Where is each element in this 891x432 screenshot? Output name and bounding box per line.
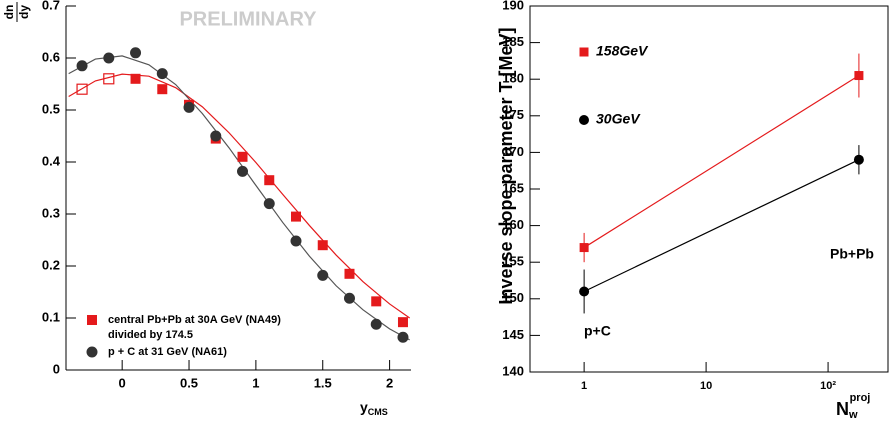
y-tick-label: 155: [502, 254, 524, 269]
annotation: p+C: [584, 323, 611, 339]
text-part: N: [836, 399, 849, 419]
legend-marker: [87, 315, 97, 325]
marker: [290, 235, 302, 247]
marker: [397, 331, 409, 343]
marker: [263, 198, 275, 210]
fit-curve: [68, 73, 411, 319]
text-part: w: [848, 409, 858, 421]
marker: [76, 83, 88, 95]
y-tick-label: 0.2: [42, 257, 60, 272]
y-tick-label: 165: [502, 180, 524, 195]
x-tick-label: 1: [252, 375, 259, 390]
y-label-den: dy: [17, 5, 31, 19]
y-tick-label: 0.3: [42, 205, 60, 220]
x-tick-label: 2: [386, 375, 393, 390]
legend-label: p + C at 31 GeV (NA61): [108, 346, 227, 358]
watermark: PRELIMINARY: [179, 8, 317, 30]
marker: [343, 292, 355, 304]
marker: [237, 151, 248, 162]
marker: [371, 296, 382, 307]
y-tick-label: 145: [502, 327, 524, 342]
y-tick-label: 185: [502, 34, 524, 49]
text-part: proj: [850, 392, 871, 404]
y-tick-label: 150: [502, 290, 524, 305]
y-tick-label: 190: [502, 0, 524, 12]
y-tick-label: 0.4: [42, 153, 61, 168]
marker: [370, 318, 382, 330]
line: [583, 159, 860, 293]
marker: [854, 71, 864, 81]
marker: [344, 268, 355, 279]
marker: [264, 175, 275, 186]
marker: [317, 240, 328, 251]
y-tick-label: 0.5: [42, 101, 60, 116]
text-part: y: [360, 399, 368, 415]
marker: [130, 47, 142, 59]
legend-marker: [86, 346, 98, 358]
y-tick-label: 0.7: [42, 0, 60, 12]
x-label: Nw proj: [836, 392, 870, 421]
x-tick-label: 10: [700, 380, 712, 392]
plot-frame: [529, 5, 889, 373]
annotation: Pb+Pb: [830, 246, 874, 262]
x-tick-label: 1.5: [314, 375, 332, 390]
marker: [103, 73, 115, 85]
marker: [103, 52, 115, 64]
y-label-num: dn: [2, 5, 16, 20]
marker: [183, 101, 195, 113]
marker: [397, 317, 408, 328]
y-tick-label: 140: [502, 363, 524, 378]
marker: [156, 68, 168, 80]
marker: [317, 269, 329, 281]
x-label: yCMS: [360, 399, 388, 418]
y-tick-label: 160: [502, 217, 524, 232]
marker: [237, 165, 249, 177]
marker: [157, 84, 168, 95]
y-tick-label: 175: [502, 107, 524, 122]
marker: [76, 60, 88, 72]
line: [583, 75, 860, 249]
marker: [130, 73, 141, 84]
y-tick-label: 0.1: [42, 309, 60, 324]
fit-curve: [68, 55, 410, 341]
x-tick-label: 1: [581, 380, 587, 392]
x-tick-label: 10²: [820, 380, 836, 392]
marker: [853, 154, 864, 165]
x-tick-label: 0.5: [180, 375, 198, 390]
legend-marker: [579, 47, 589, 57]
legend-marker: [579, 115, 589, 125]
x-tick-label: 0: [119, 375, 126, 390]
y-label: Inverse slope parameter T [MeV]: [496, 27, 516, 304]
y-tick-label: 0.6: [42, 49, 60, 64]
legend-label: 158GeV: [596, 43, 649, 59]
marker: [579, 243, 589, 253]
text-part: CMS: [368, 407, 388, 417]
legend-label: central Pb+Pb at 30A GeV (NA49): [108, 314, 281, 326]
y-tick-label: 0: [53, 361, 60, 376]
marker: [210, 130, 222, 142]
marker: [579, 286, 590, 297]
y-tick-label: 180: [502, 71, 524, 86]
legend-note: divided by 174.5: [108, 329, 193, 341]
legend-label: 30GeV: [596, 111, 641, 127]
marker: [291, 211, 301, 222]
y-tick-label: 170: [502, 144, 524, 159]
